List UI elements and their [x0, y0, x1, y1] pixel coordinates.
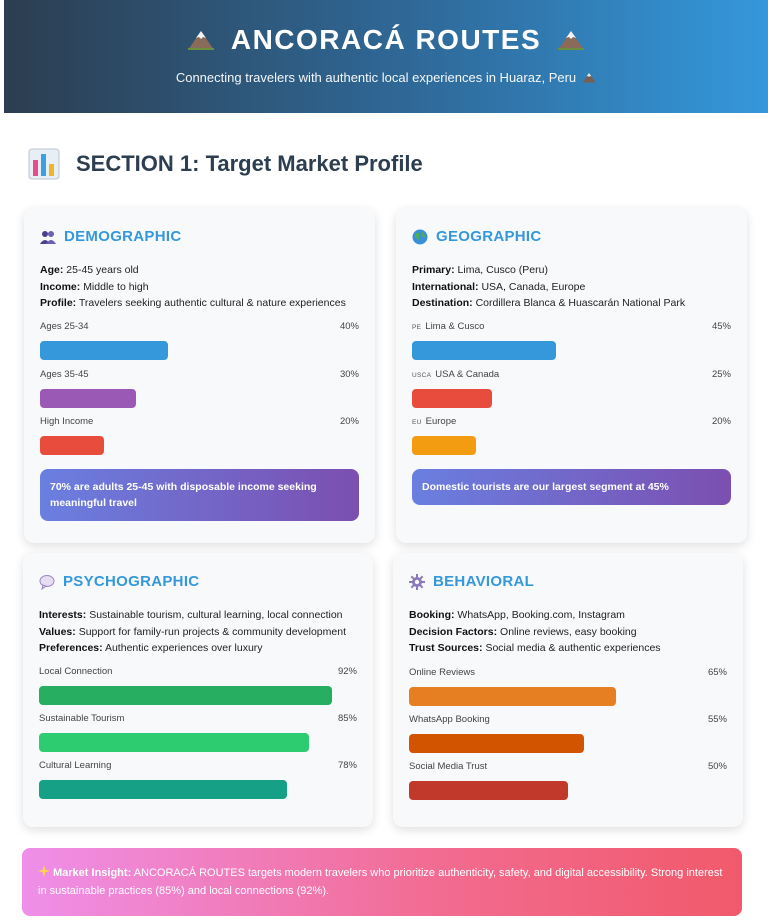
progress-bar [40, 436, 104, 455]
bar-chart-icon [28, 148, 60, 180]
fact-item: Profile: Travelers seeking authentic cul… [40, 297, 346, 309]
bar-percent: 92% [337, 666, 357, 677]
bar-percent: 85% [337, 713, 357, 724]
fact-item: Booking: WhatsApp, Booking.com, Instagra… [409, 609, 625, 621]
fact-item: Income: Middle to high [40, 280, 149, 293]
bar-label: Online Reviews [409, 667, 475, 678]
section-title: SECTION 1: Target Market Profile [28, 148, 423, 180]
bar-label: Ages 25-34 [40, 321, 89, 332]
bar-percent: 40% [339, 321, 359, 332]
callout-box: Domestic tourists are our largest segmen… [412, 469, 731, 505]
progress-bar [409, 781, 568, 800]
bar-label: USCA USA & Canada [412, 369, 500, 380]
progress-bar [39, 780, 288, 799]
bar-label: Ages 35-45 [40, 369, 89, 380]
stat-bar-row: High Income 20% [40, 416, 359, 461]
stat-bar-row: EU Europe 20% [412, 416, 731, 461]
insight-label: Market Insight: [53, 867, 132, 879]
stat-bar-row: PE Lima & Cusco 45% [412, 321, 731, 366]
behavioral-card: BEHAVIORAL Booking: WhatsApp, Booking.co… [393, 553, 743, 827]
stat-bar-row: Social Media Trust 50% [409, 761, 727, 806]
progress-bar [39, 686, 332, 705]
fact-item: Preferences: Authentic experiences over … [39, 642, 263, 654]
bar-percent: 78% [337, 760, 357, 771]
market-insight-banner: Market Insight: ANCORACÁ ROUTES targets … [22, 848, 742, 916]
stat-bar-row: Online Reviews 65% [409, 667, 727, 712]
speech-bubble-icon [39, 574, 55, 590]
flag-code: PE [412, 324, 422, 331]
progress-bar [409, 734, 584, 753]
bar-label: Local Connection [39, 666, 113, 677]
app-title: ANCORACÁ ROUTES [230, 24, 542, 55]
bar-percent: 45% [711, 321, 731, 332]
stat-bar-row: Cultural Learning 78% [39, 760, 357, 805]
sparkles-icon [38, 865, 50, 877]
stat-bar-row: Ages 35-45 30% [40, 369, 359, 414]
bar-percent: 20% [711, 416, 731, 427]
fact-item: International: USA, Canada, Europe [412, 280, 586, 293]
stat-bar-row: WhatsApp Booking 55% [409, 714, 727, 759]
fact-item: Destination: Cordillera Blanca & Huascar… [412, 297, 686, 309]
demographic-card: DEMOGRAPHIC Age: 25-45 years old Income:… [24, 208, 375, 543]
fact-item: Primary: Lima, Cusco (Peru) [412, 264, 548, 276]
bar-label: Social Media Trust [409, 761, 488, 772]
callout-text: 70% are adults 25-45 with disposable inc… [50, 481, 317, 509]
bar-label: Sustainable Tourism [39, 713, 125, 724]
bar-label: Cultural Learning [39, 760, 112, 771]
gear-icon [409, 573, 425, 590]
app-subtitle: Connecting travelers with authentic loca… [175, 70, 577, 85]
fact-list: Interests: Sustainable tourism, cultural… [39, 607, 346, 657]
geographic-card: GEOGRAPHIC Primary: Lima, Cusco (Peru) I… [396, 208, 747, 543]
progress-bar [412, 436, 476, 455]
fact-item: Interests: Sustainable tourism, cultural… [39, 609, 343, 621]
progress-bar [412, 389, 492, 408]
fact-item: Trust Sources: Social media & authentic … [409, 642, 661, 654]
fact-list: Age: 25-45 years old Income: Middle to h… [40, 262, 346, 312]
bar-percent: 20% [339, 416, 359, 427]
bar-label: PE Lima & Cusco [412, 321, 485, 332]
flag-code: USCA [412, 372, 432, 379]
mountain-icon [187, 29, 215, 51]
mountain-icon [557, 29, 585, 51]
bar-percent: 30% [339, 369, 359, 380]
fact-list: Booking: WhatsApp, Booking.com, Instagra… [409, 607, 661, 657]
section-heading: SECTION 1: Target Market Profile [76, 151, 423, 176]
fact-item: Decision Factors: Online reviews, easy b… [409, 625, 637, 638]
psychographic-card: PSYCHOGRAPHIC Interests: Sustainable tou… [23, 553, 373, 827]
bar-percent: 55% [707, 714, 727, 725]
progress-bar [412, 341, 556, 360]
fact-item: Values: Support for family-run projects … [39, 625, 346, 638]
callout-text: Domestic tourists are our largest segmen… [422, 481, 669, 493]
progress-bar [40, 389, 136, 408]
bar-percent: 25% [711, 369, 731, 380]
bar-percent: 65% [707, 667, 727, 678]
card-title: PSYCHOGRAPHIC [63, 573, 200, 590]
card-title: BEHAVIORAL [433, 573, 535, 590]
fact-list: Primary: Lima, Cusco (Peru) Internationa… [412, 262, 685, 312]
progress-bar [40, 341, 168, 360]
bar-label: High Income [40, 416, 94, 427]
bar-label: WhatsApp Booking [409, 714, 490, 725]
mountain-icon [582, 72, 596, 83]
progress-bar [409, 687, 616, 706]
insight-text: ANCORACÁ ROUTES targets modern travelers… [38, 867, 723, 897]
stat-bar-row: Ages 25-34 40% [40, 321, 359, 366]
card-title: GEOGRAPHIC [436, 228, 542, 245]
callout-box: 70% are adults 25-45 with disposable inc… [40, 469, 359, 521]
card-title: DEMOGRAPHIC [64, 228, 182, 245]
globe-icon [412, 229, 428, 245]
stat-bar-row: Local Connection 92% [39, 666, 357, 711]
flag-code: EU [412, 419, 422, 426]
fact-item: Age: 25-45 years old [40, 264, 139, 276]
bar-label: EU Europe [412, 416, 457, 427]
stat-bar-row: USCA USA & Canada 25% [412, 369, 731, 414]
people-icon [40, 229, 56, 245]
bar-percent: 50% [707, 761, 727, 772]
stat-bar-row: Sustainable Tourism 85% [39, 713, 357, 758]
progress-bar [39, 733, 310, 752]
page-header: ANCORACÁ ROUTES Connecting travelers wit… [4, 0, 768, 113]
